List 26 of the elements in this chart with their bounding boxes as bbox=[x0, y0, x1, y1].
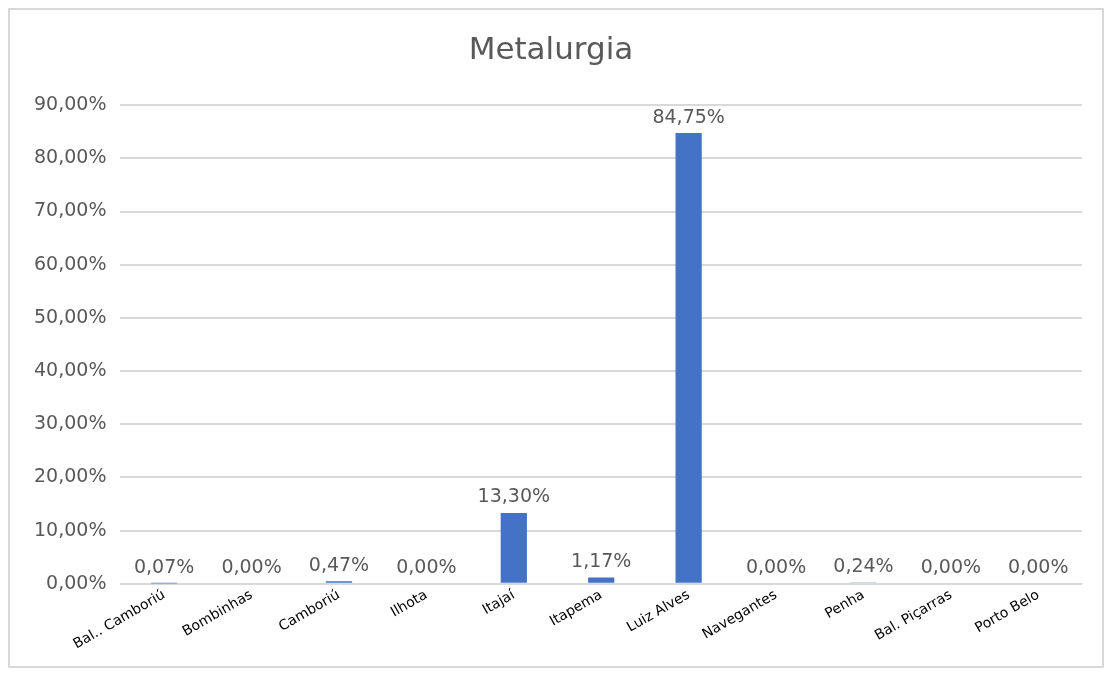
data-label: 0,00% bbox=[221, 555, 282, 578]
data-label: 0,00% bbox=[396, 555, 457, 578]
data-label: 0,00% bbox=[1008, 555, 1069, 578]
data-label: 84,75% bbox=[652, 104, 725, 127]
y-tick-label: 0,00% bbox=[46, 570, 107, 593]
bar bbox=[588, 577, 615, 583]
data-label: 13,30% bbox=[477, 484, 551, 507]
data-label: 1,17% bbox=[571, 548, 632, 571]
data-label: 0,07% bbox=[133, 554, 195, 577]
data-label: 0,47% bbox=[308, 552, 370, 575]
x-tick-label: Porto Belo bbox=[971, 585, 1042, 636]
chart-title: Metalurgia bbox=[468, 29, 634, 66]
y-tick-label: 70,00% bbox=[33, 198, 107, 221]
y-tick-label: 40,00% bbox=[33, 358, 107, 380]
data-label: 0,24% bbox=[833, 553, 894, 576]
y-tick-label: 50,00% bbox=[33, 304, 107, 327]
bar bbox=[675, 133, 702, 583]
y-tick-label: 90,00% bbox=[33, 92, 107, 115]
y-tick-label: 20,00% bbox=[33, 464, 107, 487]
y-tick-label: 80,00% bbox=[33, 145, 107, 168]
y-tick-label: 10,00% bbox=[33, 517, 107, 540]
data-label: 0,00% bbox=[745, 555, 807, 578]
y-tick-label: 60,00% bbox=[33, 251, 107, 274]
bar bbox=[500, 513, 527, 583]
y-tick-label: 30,00% bbox=[33, 411, 107, 434]
data-label: 0,00% bbox=[920, 555, 982, 578]
